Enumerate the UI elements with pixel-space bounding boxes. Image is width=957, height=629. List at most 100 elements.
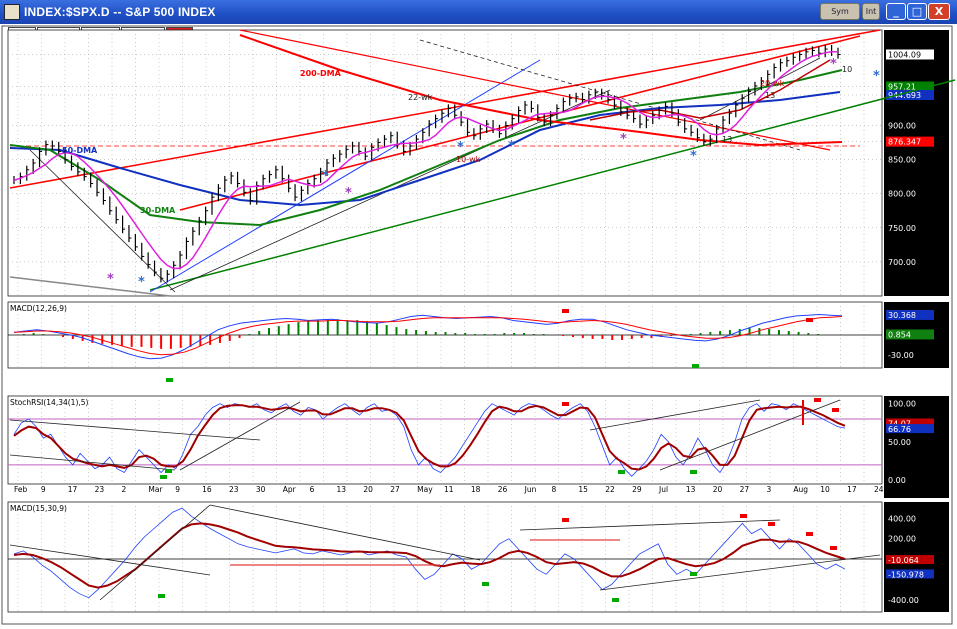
signal-marker [166, 378, 173, 382]
trend-line-black [29, 149, 176, 293]
macd-long-title: MACD(15,30,9) [10, 504, 67, 513]
x-tick-label: 15 [578, 485, 588, 494]
x-tick-label: 9 [41, 485, 46, 494]
stochrsi-label-box [886, 424, 934, 434]
x-tick-label: Mar [148, 485, 163, 494]
signal-marker [160, 475, 167, 479]
x-tick-label: 13 [337, 485, 347, 494]
macd-line [13, 313, 843, 360]
trend-line-green [149, 79, 956, 291]
x-tick-label: 30 [256, 485, 266, 494]
maximize-button[interactable]: □ [907, 3, 927, 20]
star-marker: * [690, 149, 697, 164]
macd-long-tick-label: -10.064 [888, 556, 919, 565]
price-tick-label: 957.21 [888, 82, 916, 91]
star-marker: * [620, 132, 627, 147]
x-tick-label: 29 [632, 485, 642, 494]
price-tick-label: 944.693 [888, 91, 921, 100]
stochrsi-tick-label: 66.76 [888, 425, 911, 434]
macd-long-tick-label: 200.00 [888, 535, 916, 544]
ma50-line [9, 91, 841, 207]
price-label-box [886, 136, 934, 147]
star-marker: * [457, 140, 464, 155]
x-tick-label: Aug [793, 485, 808, 494]
price-annotation: 10-wk [456, 155, 481, 164]
macd-long-trend-line [9, 544, 211, 576]
x-tick-label: Jun [524, 485, 537, 494]
x-tick-label: 24 [874, 485, 884, 494]
price-label-box [886, 81, 934, 92]
minimize-button[interactable]: _ [886, 3, 906, 20]
price-label-box [886, 90, 934, 101]
price-tick-label: 900.00 [888, 121, 916, 130]
macd-long-tick-label: -150.978 [888, 570, 924, 579]
signal-marker [562, 518, 569, 522]
price-annotation: 10 [842, 65, 852, 74]
signal-marker [832, 408, 839, 412]
stochrsi-d-line [13, 404, 846, 471]
signal-marker [165, 469, 172, 473]
macd-long-trend-line [209, 504, 481, 561]
price-label-box [886, 49, 934, 60]
x-tick-label: Apr [283, 485, 297, 494]
symbol-button[interactable]: Sym [820, 3, 860, 20]
trend-line-gray [9, 276, 171, 297]
x-tick-label: 20 [363, 485, 373, 494]
ma200-line [239, 34, 843, 147]
panel-axis-bg [884, 396, 949, 484]
stochrsi-label-box [886, 418, 934, 428]
x-tick-label: 27 [390, 485, 400, 494]
x-tick-label: 2 [122, 485, 127, 494]
star-marker: * [322, 169, 329, 184]
macd-tick-label: 0.854 [888, 330, 911, 339]
price-annotation: 30-DMA [140, 206, 176, 215]
chart-frame [1, 25, 953, 625]
macd-long-trend-line [99, 504, 211, 601]
x-tick-label: 27 [740, 485, 750, 494]
signal-marker [768, 522, 775, 526]
macd-tick-label: -30.00 [888, 351, 914, 360]
price-tick-label: 800.00 [888, 190, 916, 199]
price-annotation: 20-wk [760, 79, 785, 88]
close-button[interactable]: X [928, 3, 950, 20]
interval-button[interactable]: Int [862, 3, 880, 20]
stochrsi-trend-line [9, 454, 176, 471]
x-tick-label: 9 [175, 485, 180, 494]
signal-marker [690, 572, 697, 576]
ma10-line [13, 51, 838, 270]
price-annotation: 13 [765, 91, 775, 100]
macd-long-label-box [886, 555, 934, 565]
star-marker: * [508, 139, 515, 154]
signal-marker [806, 318, 813, 322]
macd-title: MACD(12,26,9) [10, 304, 67, 313]
star-marker: * [138, 275, 145, 290]
stochrsi-title: StochRSI(14,34(1),5) [10, 398, 89, 407]
x-tick-label: 22 [605, 485, 615, 494]
signal-marker [830, 546, 837, 550]
signal-marker [562, 309, 569, 313]
price-annotation: 50-DMA [62, 146, 98, 155]
star-marker: * [873, 69, 880, 84]
x-tick-label: 17 [847, 485, 857, 494]
signal-marker [806, 532, 813, 536]
signal-marker [158, 594, 165, 598]
x-tick-label: 6 [310, 485, 315, 494]
macd-long-trend-line [599, 554, 881, 591]
macd-long-label-box [886, 569, 934, 579]
panel-frame [7, 501, 883, 613]
price-annotation: 22-wk [408, 93, 433, 102]
macd-tick-label: 30.368 [888, 311, 916, 320]
macd-label-box [886, 329, 934, 340]
x-tick-label: 23 [229, 485, 239, 494]
macd-label-box [886, 309, 934, 320]
x-tick-label: 23 [95, 485, 105, 494]
stochrsi-trend-line [9, 419, 261, 441]
ma30-line [9, 69, 843, 227]
price-annotation: 13 [722, 135, 732, 144]
x-tick-label: 26 [498, 485, 508, 494]
trend-line-black [419, 39, 801, 151]
macd-long-trend-line [519, 519, 781, 531]
signal-marker [740, 514, 747, 518]
trend-line-blue [149, 59, 541, 293]
